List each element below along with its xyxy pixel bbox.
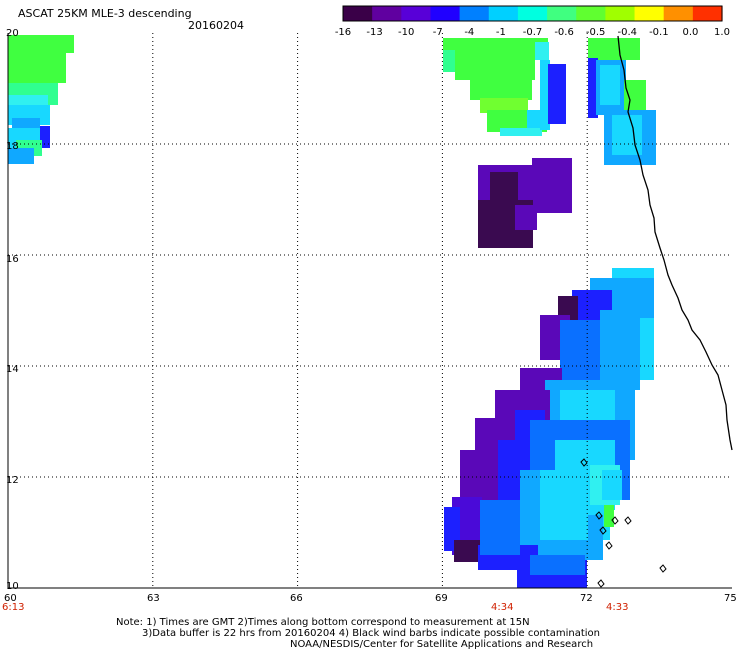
colorbar-frame [342,5,723,22]
wind-cell [624,80,646,110]
colorbar-label: -0.5 [586,27,606,38]
lat-label-18: 18 [6,141,19,152]
wind-cell [443,38,548,58]
colorbar-segment [459,6,490,21]
wind-cell [480,98,528,113]
lat-label-12: 12 [6,475,19,486]
wind-cell [40,126,50,148]
island-mark [595,511,603,520]
island-mark [597,579,605,588]
wind-cell [540,60,550,130]
map-title: ASCAT 25KM MLE-3 descending [18,7,192,20]
colorbar-segment [488,6,519,21]
wind-cell [612,115,642,155]
wind-cell [8,148,34,164]
pass-time-1: 6:13 [2,602,25,613]
colorbar-label: -0.1 [649,27,669,38]
wind-cell [600,310,640,390]
lat-label-14: 14 [6,364,19,375]
colorbar-label: -13 [366,27,382,38]
wind-cell [527,110,547,128]
colorbar-label: -7 [433,27,443,38]
note-line-2: 3)Data buffer is 22 hrs from 20160204 4)… [142,628,600,639]
colorbar-segment [634,6,665,21]
lon-label-66: 66 [290,593,303,604]
island-mark [624,516,632,525]
colorbar-label: -1 [496,27,506,38]
wind-cell [604,505,614,527]
colorbar-segment [401,6,432,21]
colorbar-label: -0.6 [554,27,574,38]
island-mark [605,541,613,550]
pass-time-3: 4:33 [606,602,629,613]
pass-time-2: 4:34 [491,602,514,613]
colorbar-segment [517,6,548,21]
wind-cell [588,515,603,560]
wind-cell [515,205,537,230]
colorbar-segment [605,6,636,21]
lat-label-20: 20 [6,28,19,39]
colorbar-label: -10 [398,27,414,38]
colorbar-segment [576,6,606,21]
colorbar-segment [430,6,461,21]
island-mark [580,458,588,467]
colorbar-label: -0.4 [617,27,637,38]
colorbar-segment [547,6,577,21]
wind-cell [548,64,566,124]
colorbar-label: 0.0 [682,27,698,38]
wind-cell [500,128,542,136]
wind-cell [602,470,622,500]
lon-label-69: 69 [435,593,448,604]
colorbar-label: -4 [464,27,474,38]
coastline [617,35,733,451]
colorbar-segment [343,6,373,21]
wind-cell [470,80,532,100]
wind-cell [8,95,48,105]
lat-label-10: 10 [6,581,19,592]
lon-label-63: 63 [147,593,160,604]
note-line-1: Note: 1) Times are GMT 2)Times along bot… [116,617,530,628]
wind-cell [530,555,585,575]
lon-label-72: 72 [580,593,593,604]
wind-cell [8,53,66,83]
wind-cell [443,50,455,72]
colorbar-segment [692,6,723,21]
wind-cell [490,172,518,222]
lon-label-60: 60 [4,593,17,604]
island-mark [659,564,667,573]
colorbar-segment [372,6,402,21]
wind-cell [535,42,549,60]
wind-cell [588,38,640,60]
wind-cell [600,65,620,105]
colorbar-label: 1.0 [714,27,730,38]
wind-cell [480,500,520,555]
colorbar-label: -16 [335,27,351,38]
island-mark [599,526,607,535]
colorbar-label: -0.7 [523,27,543,38]
wind-cell [455,55,535,80]
island-mark [611,516,619,525]
colorbar-segment [663,6,694,21]
lat-label-16: 16 [6,254,19,265]
wind-cell [588,58,598,118]
lon-label-75: 75 [724,593,737,604]
wind-cell [12,118,40,128]
wind-cell [454,540,484,562]
wind-cell [8,35,74,53]
map-date: 20160204 [188,19,244,32]
wind-cell [532,158,572,213]
note-line-3: NOAA/NESDIS/Center for Satellite Applica… [290,639,594,650]
